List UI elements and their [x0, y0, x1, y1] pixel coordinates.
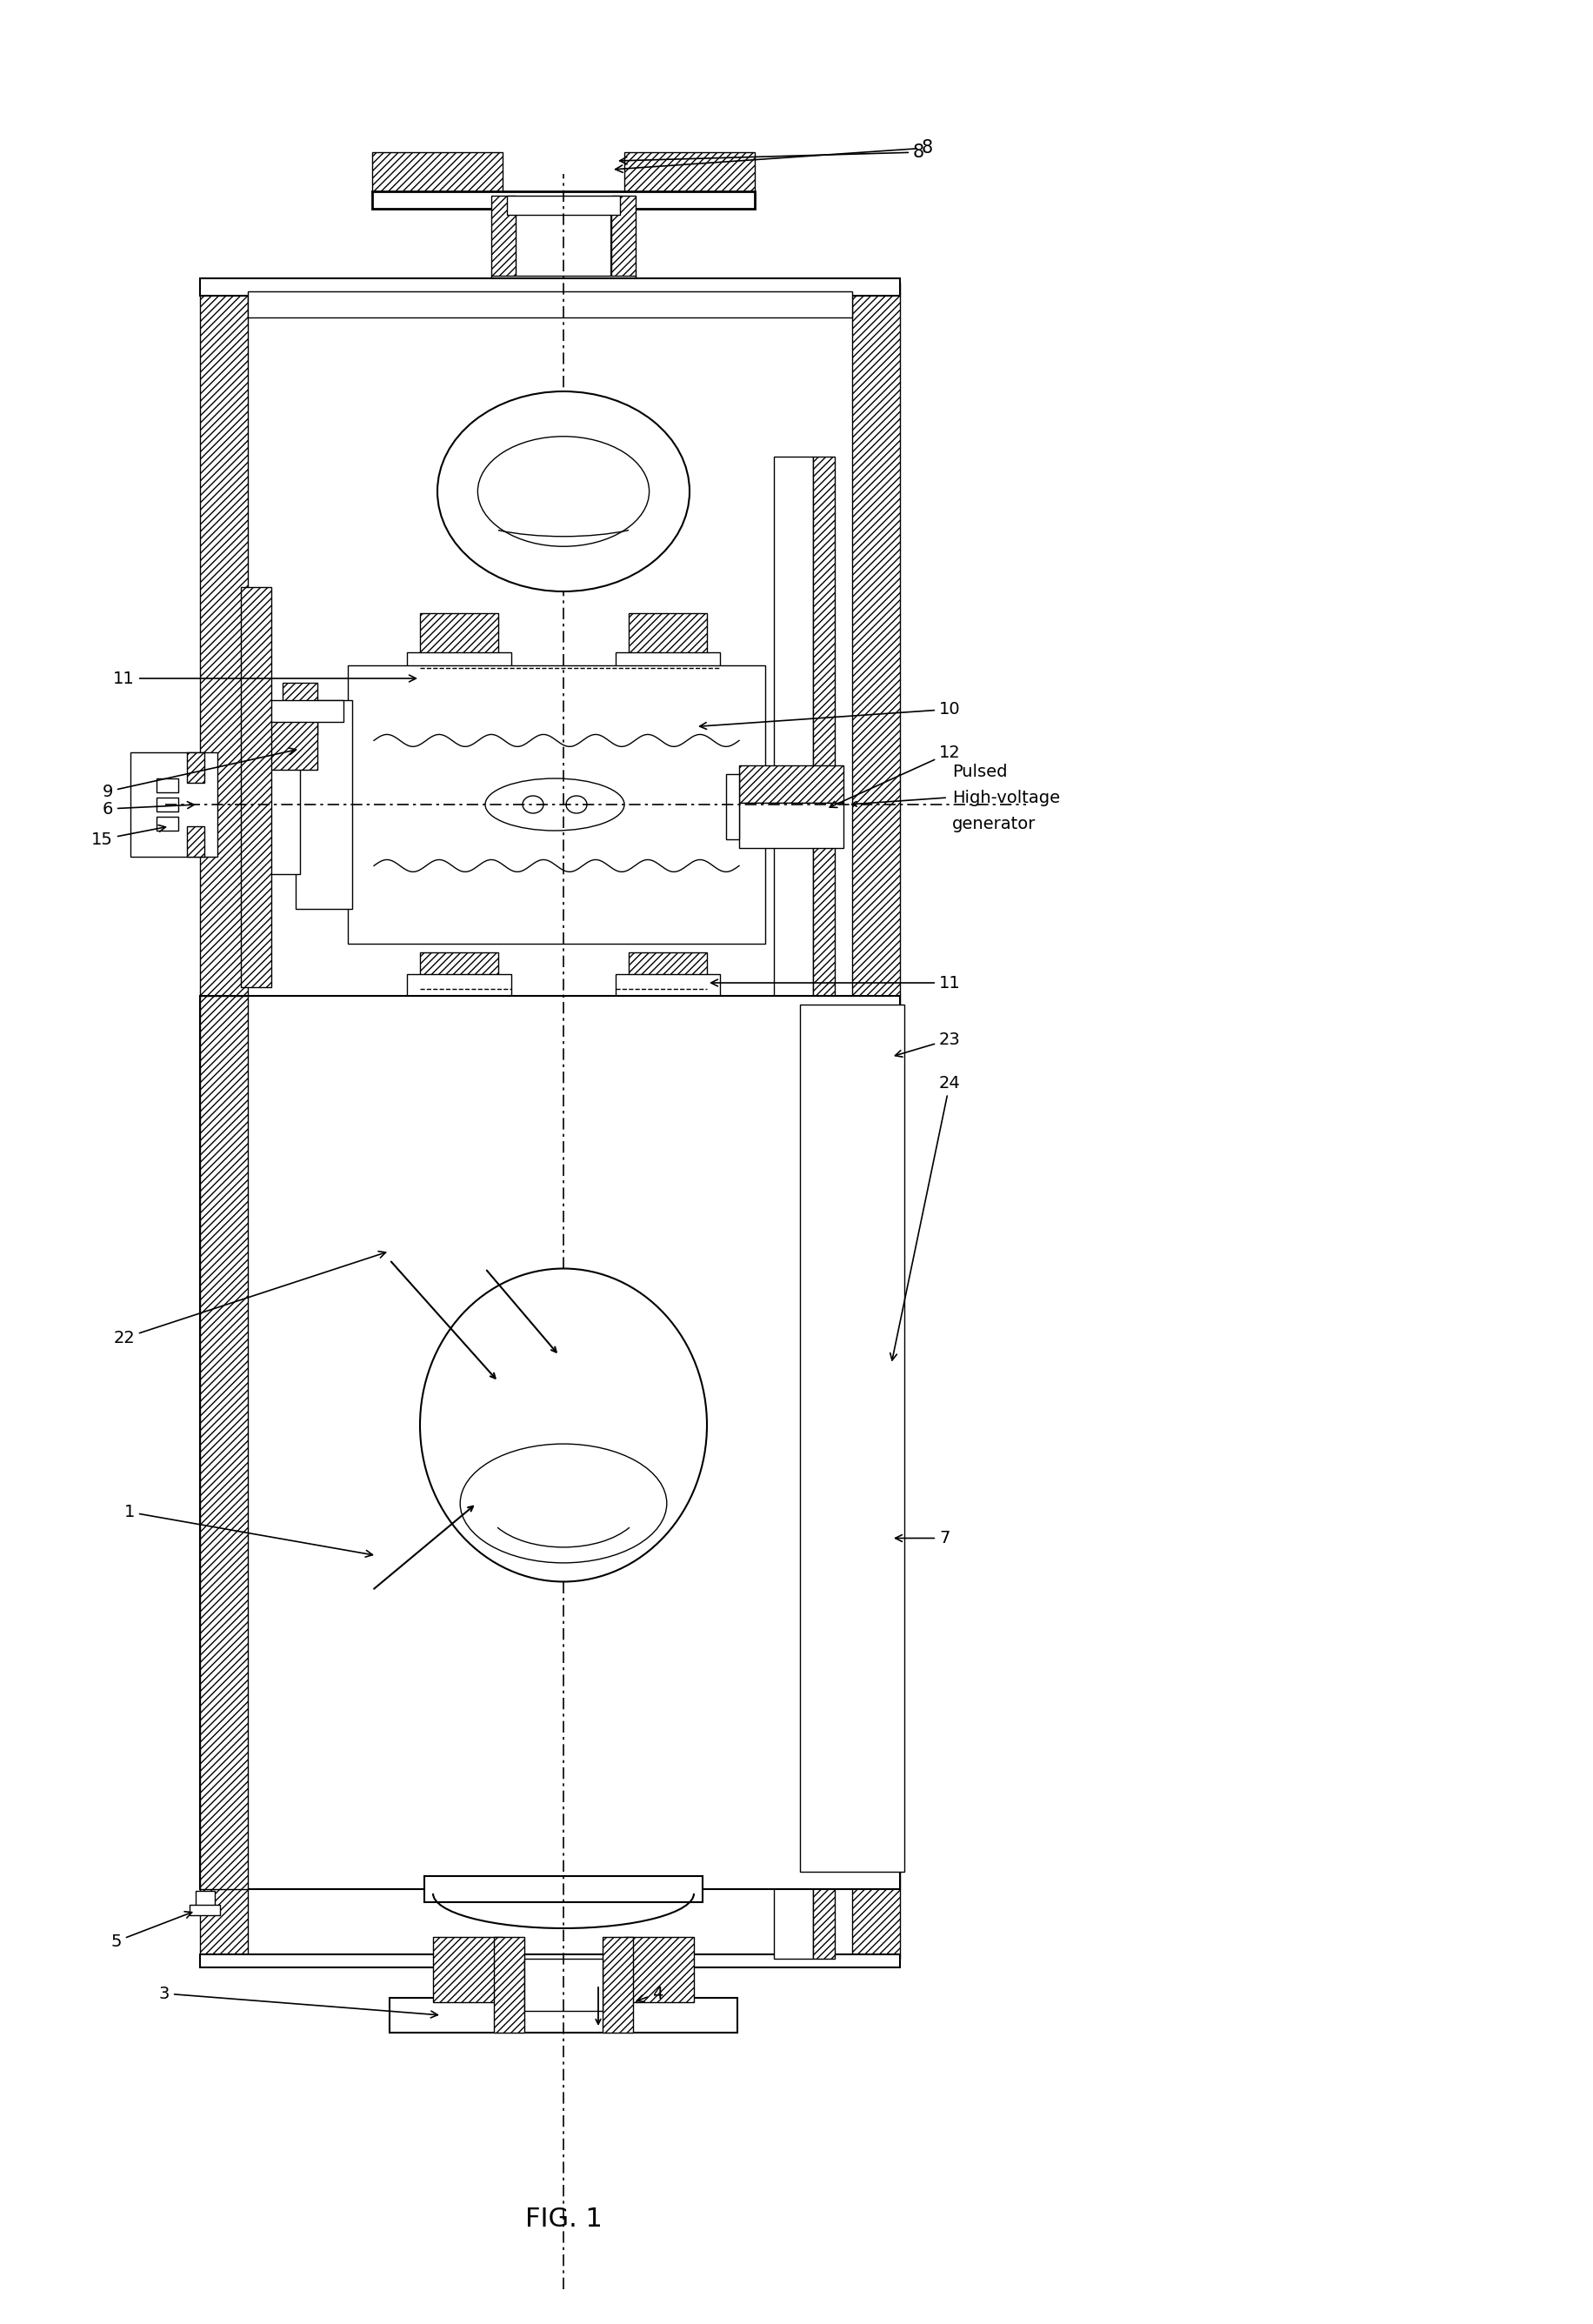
Bar: [131, 753, 217, 858]
Text: FIG. 1: FIG. 1: [524, 2208, 602, 2233]
Bar: [494, 1936, 524, 2033]
Bar: [201, 284, 249, 1959]
Text: 3: 3: [159, 1985, 438, 2017]
Bar: [739, 802, 843, 848]
Text: 7: 7: [895, 1529, 949, 1545]
Bar: [433, 1936, 503, 2003]
Bar: [373, 191, 755, 209]
Bar: [296, 700, 352, 909]
Text: 8: 8: [620, 144, 924, 165]
Bar: [629, 614, 707, 718]
Bar: [347, 665, 765, 944]
Text: 24: 24: [890, 1074, 961, 1360]
Text: 10: 10: [699, 702, 961, 730]
Bar: [726, 774, 739, 839]
Bar: [186, 753, 204, 783]
Bar: [196, 1892, 215, 1906]
Bar: [774, 456, 812, 1959]
Ellipse shape: [421, 1269, 707, 1583]
Bar: [201, 1954, 900, 1968]
Bar: [612, 195, 636, 284]
Bar: [491, 195, 516, 284]
Bar: [282, 683, 317, 734]
Bar: [812, 456, 835, 1959]
Bar: [624, 151, 755, 195]
Bar: [624, 1936, 695, 2003]
Text: 1: 1: [124, 1504, 373, 1557]
Bar: [800, 1004, 905, 1871]
Bar: [201, 279, 900, 295]
Bar: [156, 816, 178, 830]
Text: 22: 22: [113, 1250, 386, 1346]
Bar: [615, 974, 720, 1004]
Text: 9: 9: [102, 748, 296, 799]
Bar: [524, 1959, 602, 2010]
Text: 5: 5: [112, 1913, 191, 1950]
Bar: [424, 1875, 703, 1901]
Bar: [421, 614, 499, 718]
Bar: [156, 779, 178, 792]
Bar: [264, 700, 344, 723]
Bar: [615, 653, 720, 683]
Text: High-voltage: High-voltage: [953, 790, 1059, 806]
Bar: [629, 953, 707, 1013]
Bar: [264, 718, 317, 769]
Bar: [201, 997, 900, 1889]
Text: 15: 15: [91, 825, 166, 848]
Bar: [190, 1906, 220, 1915]
Bar: [373, 151, 503, 195]
Bar: [241, 588, 271, 988]
Text: 23: 23: [895, 1032, 961, 1057]
Bar: [406, 653, 511, 683]
Text: 4: 4: [637, 1985, 663, 2001]
Text: 12: 12: [830, 744, 961, 806]
Bar: [421, 953, 499, 1013]
Text: 6: 6: [102, 799, 194, 818]
Bar: [269, 734, 299, 874]
Bar: [406, 974, 511, 1004]
Bar: [249, 290, 852, 318]
Text: 8: 8: [615, 139, 933, 172]
Bar: [390, 1999, 738, 2033]
Bar: [186, 827, 204, 858]
Bar: [491, 277, 636, 284]
Bar: [739, 765, 843, 802]
Bar: [201, 997, 249, 1889]
Bar: [852, 284, 900, 1959]
Bar: [602, 1936, 632, 2033]
Text: generator: generator: [953, 816, 1035, 832]
Text: 11: 11: [113, 669, 416, 686]
Ellipse shape: [438, 390, 690, 590]
Text: 11: 11: [710, 974, 961, 990]
Text: Pulsed: Pulsed: [953, 762, 1007, 781]
Bar: [156, 797, 178, 811]
Bar: [507, 195, 620, 214]
Bar: [516, 193, 612, 284]
